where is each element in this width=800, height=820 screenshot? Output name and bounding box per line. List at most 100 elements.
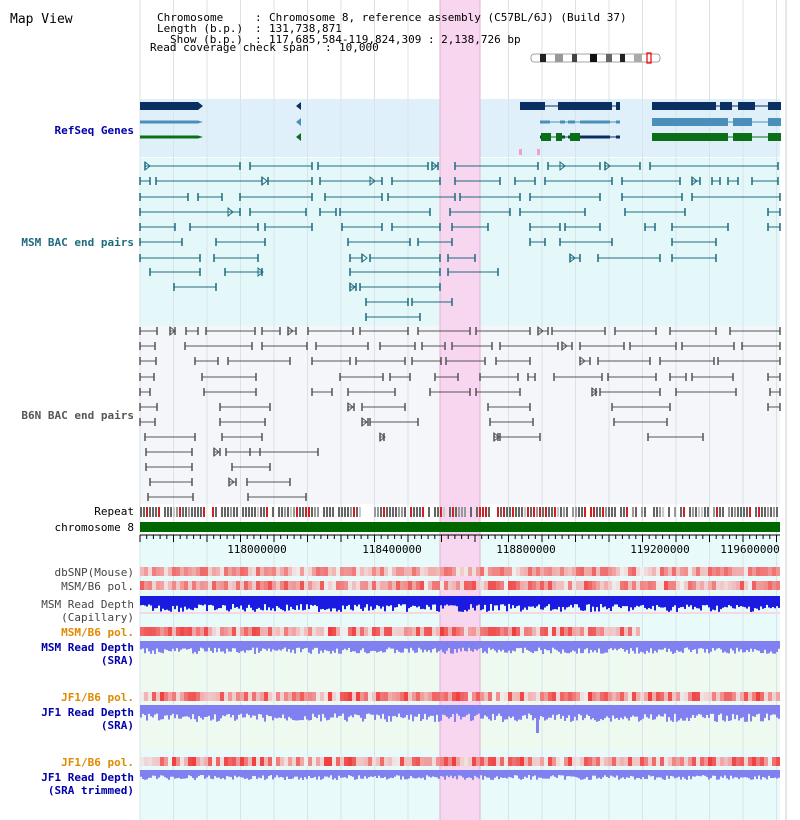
bac-end-pair[interactable]	[184, 342, 253, 350]
bac-end-pair[interactable]	[213, 446, 221, 458]
bac-end-pair[interactable]	[221, 433, 263, 441]
selected-region-highlight[interactable]	[440, 0, 480, 820]
bac-end-pair[interactable]	[445, 357, 486, 365]
bac-end-pair[interactable]	[611, 403, 671, 411]
jf1-b6-pol-track[interactable]	[140, 692, 780, 701]
jf1-read-depth-sra-label[interactable]: JF1 Read Depth	[41, 706, 134, 719]
bac-end-pair[interactable]	[691, 175, 701, 187]
bac-end-pair[interactable]	[379, 431, 386, 443]
bac-end-pair[interactable]	[139, 193, 189, 201]
bac-end-pair[interactable]	[139, 373, 155, 381]
bac-end-pair[interactable]	[155, 175, 268, 187]
bac-end-pair[interactable]	[139, 403, 158, 411]
bac-end-pair[interactable]	[246, 478, 291, 486]
bac-end-pair[interactable]	[213, 254, 259, 262]
bac-end-pair[interactable]	[411, 298, 453, 306]
bac-end-pair[interactable]	[355, 357, 406, 365]
bac-end-pair[interactable]	[347, 388, 396, 396]
msm-bac-label[interactable]: MSM BAC end pairs	[21, 236, 134, 249]
bac-end-pair[interactable]	[197, 193, 223, 201]
bac-end-pair[interactable]	[669, 327, 717, 335]
bac-end-pair[interactable]	[411, 357, 442, 365]
bac-end-pair[interactable]	[228, 476, 237, 488]
bac-end-pair[interactable]	[365, 313, 421, 321]
bac-end-pair[interactable]	[139, 223, 176, 231]
bac-end-pair[interactable]	[139, 418, 156, 426]
bac-end-pair[interactable]	[369, 418, 419, 426]
bac-end-pair[interactable]	[621, 193, 683, 201]
bac-end-pair[interactable]	[349, 268, 441, 276]
bac-end-pair[interactable]	[537, 325, 549, 337]
bac-end-pair[interactable]	[551, 327, 606, 335]
gene-feature[interactable]	[296, 102, 301, 110]
bac-end-pair[interactable]	[359, 283, 441, 291]
bac-end-pair[interactable]	[339, 208, 431, 216]
gene-feature[interactable]	[296, 133, 301, 141]
gene-feature[interactable]	[520, 102, 620, 110]
bac-end-pair[interactable]	[249, 208, 307, 216]
bac-end-pair[interactable]	[215, 238, 266, 246]
bac-end-pair[interactable]	[454, 177, 501, 185]
repeat-label[interactable]: Repeat	[94, 505, 134, 518]
bac-end-pair[interactable]	[261, 327, 281, 335]
bac-end-pair[interactable]	[629, 342, 677, 350]
jf1-b6-pol-trim-label[interactable]: JF1/B6 pol.	[61, 756, 134, 769]
bac-end-pair[interactable]	[144, 160, 241, 172]
msm-read-depth-sra-track[interactable]	[140, 641, 780, 654]
bac-end-pair[interactable]	[139, 342, 156, 350]
bac-end-pair[interactable]	[339, 373, 384, 381]
bac-end-pair[interactable]	[139, 206, 241, 218]
bac-end-pair[interactable]	[644, 223, 656, 231]
bac-end-pair[interactable]	[547, 160, 601, 172]
bac-end-pair[interactable]	[454, 162, 539, 170]
bac-end-pair[interactable]	[365, 298, 409, 306]
bac-end-pair[interactable]	[189, 223, 259, 231]
bac-end-pair[interactable]	[319, 208, 337, 216]
bac-end-pair[interactable]	[139, 388, 151, 396]
bac-end-pair[interactable]	[311, 388, 333, 396]
bac-end-pair[interactable]	[475, 388, 521, 396]
bac-end-pair[interactable]	[219, 403, 271, 411]
bac-end-pair[interactable]	[307, 327, 354, 335]
bac-end-pair[interactable]	[495, 357, 531, 365]
bac-end-pair[interactable]	[429, 388, 471, 396]
bac-end-pair[interactable]	[647, 433, 704, 441]
bac-end-pair[interactable]	[621, 177, 681, 185]
bac-end-pair[interactable]	[417, 327, 471, 335]
bac-end-pair[interactable]	[264, 223, 313, 231]
bac-end-pair[interactable]	[287, 325, 297, 337]
bac-end-pair[interactable]	[475, 327, 531, 335]
jf1-b6-pol-trim-track[interactable]	[140, 757, 780, 766]
bac-end-pair[interactable]	[267, 177, 313, 185]
bac-end-pair[interactable]	[729, 327, 781, 335]
bac-end-pair[interactable]	[711, 177, 721, 185]
msm-read-depth-sra-label[interactable]: MSM Read Depth	[41, 641, 134, 654]
bac-end-pair[interactable]	[649, 162, 779, 170]
bac-end-pair[interactable]	[139, 327, 158, 335]
bac-end-pair[interactable]	[349, 281, 357, 293]
bac-end-pair[interactable]	[614, 327, 657, 335]
bac-end-pair[interactable]	[219, 418, 266, 426]
bac-end-pair[interactable]	[597, 357, 651, 365]
bac-end-pair[interactable]	[203, 388, 257, 396]
bac-end-pair[interactable]	[369, 254, 441, 262]
b6n-bac-track[interactable]	[139, 325, 781, 501]
bac-end-pair[interactable]	[671, 254, 717, 262]
bac-end-pair[interactable]	[205, 327, 256, 335]
bac-end-pair[interactable]	[391, 177, 441, 185]
bac-end-pair[interactable]	[544, 177, 613, 185]
bac-end-pair[interactable]	[315, 342, 369, 350]
gene-feature[interactable]	[652, 118, 781, 126]
bac-end-pair[interactable]	[311, 357, 351, 365]
bac-end-pair[interactable]	[449, 208, 511, 216]
bac-end-pair[interactable]	[421, 342, 446, 350]
bac-end-pair[interactable]	[579, 355, 591, 367]
refseq-genes-track[interactable]	[140, 102, 781, 155]
bac-end-pair[interactable]	[499, 342, 559, 350]
gene-feature[interactable]	[140, 135, 203, 139]
bac-end-pair[interactable]	[519, 208, 586, 216]
bac-end-pair[interactable]	[727, 177, 739, 185]
bac-end-pair[interactable]	[391, 223, 441, 231]
bac-end-pair[interactable]	[529, 238, 546, 246]
bac-end-pair[interactable]	[579, 342, 625, 350]
